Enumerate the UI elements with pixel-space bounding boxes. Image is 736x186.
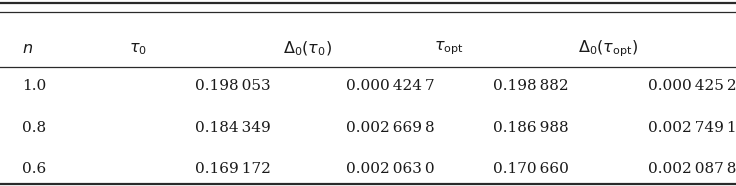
Text: 0.002 669 8: 0.002 669 8 (346, 121, 434, 135)
Text: $\tau_0$: $\tau_0$ (129, 40, 146, 57)
Text: 0.000 424 7: 0.000 424 7 (346, 79, 434, 94)
Text: 0.170 660: 0.170 660 (493, 162, 569, 176)
Text: 0.002 749 1: 0.002 749 1 (648, 121, 736, 135)
Text: 0.002 063 0: 0.002 063 0 (346, 162, 434, 176)
Text: 0.002 087 8: 0.002 087 8 (648, 162, 736, 176)
Text: 0.169 172: 0.169 172 (195, 162, 271, 176)
Text: 1.0: 1.0 (22, 79, 46, 94)
Text: 0.000 425 2: 0.000 425 2 (648, 79, 736, 94)
Text: 0.184 349: 0.184 349 (195, 121, 271, 135)
Text: $\tau_\mathrm{opt}$: $\tau_\mathrm{opt}$ (434, 40, 464, 57)
Text: 0.198 053: 0.198 053 (195, 79, 271, 94)
Text: $\Delta_0(\tau_0)$: $\Delta_0(\tau_0)$ (283, 39, 333, 57)
Text: 0.6: 0.6 (22, 162, 46, 176)
Text: $n$: $n$ (22, 40, 33, 57)
Text: $\Delta_0(\tau_\mathrm{opt})$: $\Delta_0(\tau_\mathrm{opt})$ (578, 38, 638, 59)
Text: 0.8: 0.8 (22, 121, 46, 135)
Text: 0.198 882: 0.198 882 (493, 79, 569, 94)
Text: 0.186 988: 0.186 988 (493, 121, 569, 135)
